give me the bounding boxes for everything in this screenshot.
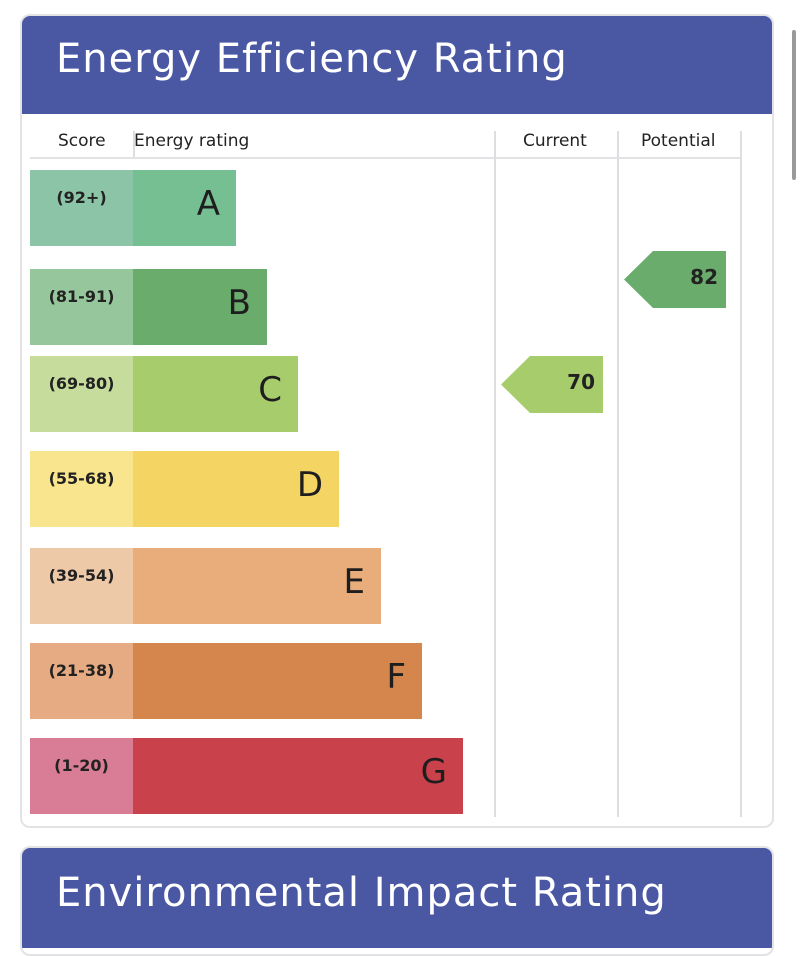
environmental-impact-card: Environmental Impact Rating xyxy=(20,846,774,956)
energy-rating-column-header: Energy rating xyxy=(134,131,250,151)
potential-arrow-shape xyxy=(624,251,726,308)
band-letter: A xyxy=(196,184,220,224)
band-bar: C xyxy=(133,356,298,432)
band-score-range: (1-20) xyxy=(30,738,133,814)
energy-efficiency-header: Energy Efficiency Rating xyxy=(22,16,772,114)
band-letter: G xyxy=(420,752,447,792)
chart-title: Energy Efficiency Rating xyxy=(56,36,568,82)
score-divider xyxy=(133,131,135,157)
current-rating-arrow: 70 xyxy=(501,356,603,413)
page-scrollbar[interactable] xyxy=(792,30,796,180)
band-score-range: (21-38) xyxy=(30,643,133,719)
band-bar: D xyxy=(133,451,339,527)
band-bar: E xyxy=(133,548,381,624)
environmental-impact-header: Environmental Impact Rating xyxy=(22,848,772,948)
band-letter: B xyxy=(227,283,251,323)
right-column-divider xyxy=(740,131,742,817)
band-bar: F xyxy=(133,643,422,719)
band-letter: E xyxy=(343,562,365,602)
band-letter: D xyxy=(296,465,323,505)
band-bar: A xyxy=(133,170,236,246)
energy-efficiency-card: Energy Efficiency Rating Score Energy ra… xyxy=(20,14,774,828)
potential-column-divider xyxy=(617,131,619,817)
current-arrow-shape xyxy=(501,356,603,413)
band-score-range: (81-91) xyxy=(30,269,133,345)
potential-column-header: Potential xyxy=(641,131,716,151)
band-bar: G xyxy=(133,738,463,814)
current-column-divider xyxy=(494,131,496,817)
band-score-range: (55-68) xyxy=(30,451,133,527)
potential-arrow-polygon xyxy=(624,251,726,308)
band-score-range: (92+) xyxy=(30,170,133,246)
potential-rating-value: 82 xyxy=(690,265,718,289)
potential-rating-arrow: 82 xyxy=(624,251,726,308)
band-score-range: (39-54) xyxy=(30,548,133,624)
band-score-range: (69-80) xyxy=(30,356,133,432)
band-bar: B xyxy=(133,269,267,345)
environmental-impact-title: Environmental Impact Rating xyxy=(56,870,667,916)
band-letter: F xyxy=(386,657,406,697)
current-column-header: Current xyxy=(523,131,587,151)
current-arrow-polygon xyxy=(501,356,603,413)
header-divider xyxy=(30,157,742,159)
score-column-header: Score xyxy=(58,131,106,151)
current-rating-value: 70 xyxy=(567,370,595,394)
band-letter: C xyxy=(258,370,282,410)
